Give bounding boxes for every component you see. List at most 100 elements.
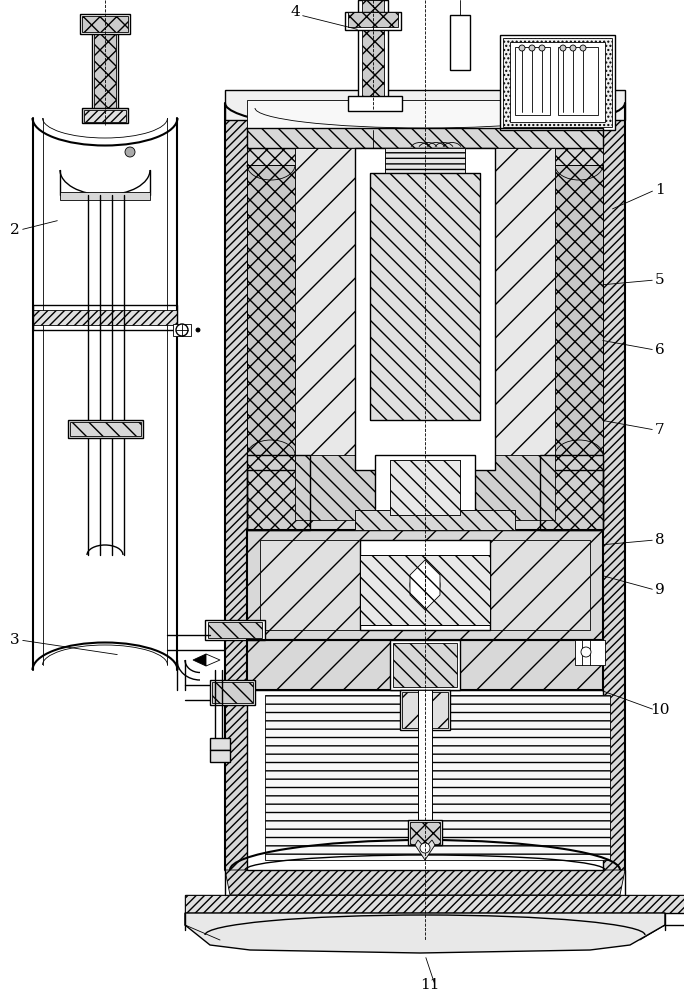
Bar [92,30,118,122]
Polygon shape [247,530,603,640]
Circle shape [410,570,440,600]
Bar [515,47,550,115]
Text: 8: 8 [655,533,665,547]
Text: 10: 10 [650,703,670,717]
Bar [575,640,605,665]
Bar [82,108,128,123]
Bar [208,622,262,638]
Bar [68,420,143,438]
Polygon shape [225,870,625,895]
Bar [265,695,610,860]
Polygon shape [295,148,355,470]
Bar [247,530,603,640]
Bar [94,32,116,120]
Bar [385,148,465,173]
Polygon shape [247,165,295,455]
Bar [385,148,465,173]
Bar [212,682,253,703]
Polygon shape [370,173,480,420]
Polygon shape [247,640,603,690]
Circle shape [196,328,200,332]
Bar [33,118,177,670]
Bar [205,620,265,640]
Bar [375,455,475,520]
Text: 4: 4 [290,5,300,19]
Circle shape [519,45,525,51]
Bar [362,0,384,108]
Bar [247,128,603,148]
Bar [408,820,442,845]
Polygon shape [185,913,665,953]
Polygon shape [206,654,220,666]
Polygon shape [247,455,310,530]
Bar [173,324,191,336]
Circle shape [580,45,586,51]
Bar [345,12,401,30]
Bar [500,35,615,130]
Bar [390,460,460,515]
Polygon shape [555,148,603,470]
Circle shape [529,45,535,51]
Bar [400,690,450,730]
Text: 11: 11 [420,978,440,992]
Text: 6: 6 [655,343,665,357]
Bar [225,90,625,120]
Bar [247,470,603,530]
Bar [210,738,230,750]
Bar [402,692,448,728]
Bar [358,0,388,110]
Bar [210,680,255,705]
Polygon shape [360,555,490,625]
Bar [355,510,515,530]
Polygon shape [260,540,360,630]
Polygon shape [415,840,435,860]
Polygon shape [295,148,555,470]
Polygon shape [247,470,603,530]
Polygon shape [495,148,555,470]
Circle shape [420,843,430,853]
Bar [390,640,460,690]
Polygon shape [555,165,603,455]
Bar [450,15,470,70]
Bar [80,14,130,34]
Bar [510,42,605,122]
Bar [247,690,603,870]
Polygon shape [247,148,295,470]
Circle shape [560,45,566,51]
Bar [33,310,177,325]
Bar [82,16,128,32]
Text: 2: 2 [10,223,20,237]
Bar [390,460,460,515]
Text: 1: 1 [655,183,665,197]
Bar [33,305,177,330]
Bar [247,100,603,130]
Bar [70,422,141,436]
Polygon shape [410,560,440,610]
Circle shape [176,324,188,336]
Bar [360,540,490,630]
Text: 7: 7 [655,423,665,437]
Bar [418,690,432,820]
Circle shape [539,45,545,51]
Text: 9: 9 [655,583,665,597]
Bar [355,148,495,470]
Bar [355,510,515,530]
Bar [348,96,402,111]
Polygon shape [193,654,206,666]
Bar [247,640,603,690]
Bar [247,128,603,148]
Polygon shape [295,455,555,520]
Text: 3: 3 [10,633,20,647]
Circle shape [581,647,591,657]
Bar [210,750,230,762]
Bar [185,895,684,913]
Bar [410,822,440,844]
Bar [393,643,457,687]
Bar [84,110,126,122]
Circle shape [125,147,135,157]
Bar [503,38,612,127]
Polygon shape [490,540,590,630]
Bar [185,913,684,925]
Bar [603,100,625,870]
Bar [60,192,150,200]
